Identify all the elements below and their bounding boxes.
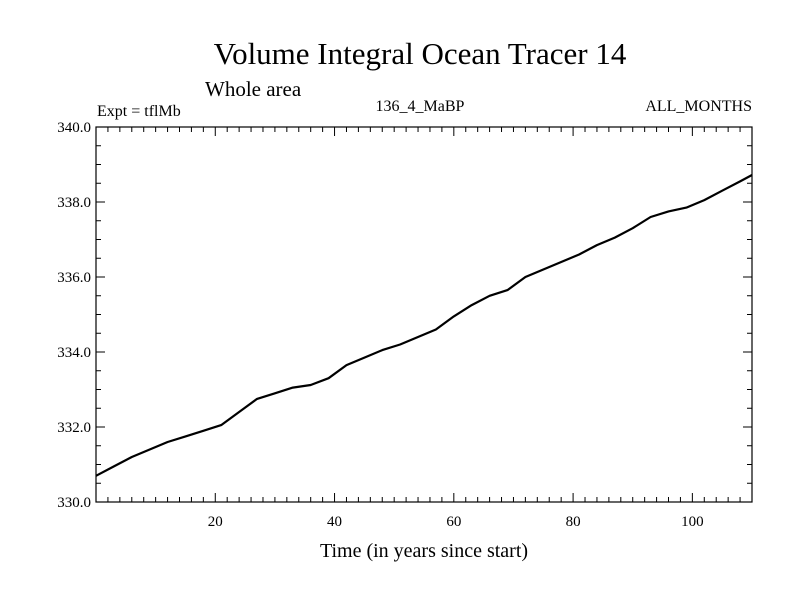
x-axis-label: Time (in years since start) (320, 540, 528, 562)
x-tick-label: 100 (681, 514, 704, 530)
experiment-label: Expt = tflMb (97, 103, 181, 120)
period-label: 136_4_MaBP (376, 98, 465, 115)
plot-area: 20 40 60 80 100 330.0 332.0 334.0 336.0 338.0 340.… (57, 120, 753, 530)
x-tick-label: 20 (208, 514, 223, 530)
y-tick-label: 330.0 (57, 495, 91, 511)
x-tick-label: 60 (446, 514, 461, 530)
y-tick-label: 332.0 (57, 420, 91, 436)
y-tick-label: 334.0 (57, 345, 91, 361)
plot-frame (95, 126, 753, 503)
chart-title: Volume Integral Ocean Tracer 14 (214, 36, 627, 71)
x-tick-label: 80 (566, 514, 581, 530)
y-tick-label: 340.0 (57, 120, 91, 136)
series-line-1 (95, 174, 753, 477)
y-tick-label: 336.0 (57, 270, 91, 286)
chart-subtitle: Whole area (205, 77, 302, 101)
x-tick-label: 40 (327, 514, 342, 530)
months-label: ALL_MONTHS (645, 98, 752, 115)
y-tick-label: 338.0 (57, 195, 91, 211)
